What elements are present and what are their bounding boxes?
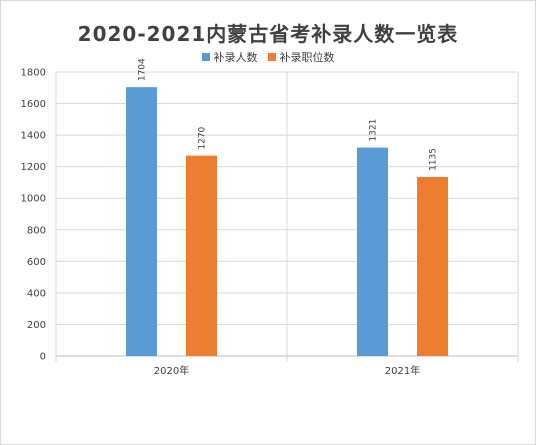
legend-label-series-1: 补录职位数 — [279, 51, 335, 64]
y-tick-label: 200 — [27, 320, 46, 331]
y-tick-label: 0 — [40, 352, 46, 363]
y-tick-label: 1600 — [21, 99, 46, 110]
legend-label-series-0: 补录人数 — [213, 51, 258, 64]
chart-title: 2020-2021内蒙古省考补录人数一览表 — [77, 22, 459, 46]
x-tick-label: 2020年 — [154, 364, 189, 377]
y-tick-label: 1400 — [21, 131, 46, 142]
legend: 补录人数 补录职位数 — [0, 49, 536, 65]
data-label: 1321 — [369, 119, 379, 142]
bar-series-0-1 — [357, 147, 388, 356]
data-label: 1135 — [429, 148, 439, 171]
bar-series-1-1 — [417, 176, 448, 356]
bar-series-1-0 — [186, 155, 217, 356]
y-tick-label: 400 — [27, 288, 46, 299]
legend-item-series-1: 补录职位数 — [267, 49, 335, 65]
legend-item-series-0: 补录人数 — [201, 49, 258, 65]
x-tick-label: 2021年 — [385, 364, 420, 377]
bar-series-0-0 — [126, 87, 157, 356]
legend-swatch-series-1 — [267, 53, 276, 61]
data-label: 1270 — [198, 126, 208, 149]
y-tick-label: 800 — [27, 225, 46, 236]
data-label: 1704 — [138, 58, 148, 81]
y-tick-label: 1000 — [21, 194, 46, 205]
y-tick-label: 1800 — [21, 68, 46, 79]
y-tick-label: 600 — [27, 257, 46, 268]
y-tick-label: 1200 — [21, 162, 46, 173]
legend-swatch-series-0 — [201, 53, 210, 61]
